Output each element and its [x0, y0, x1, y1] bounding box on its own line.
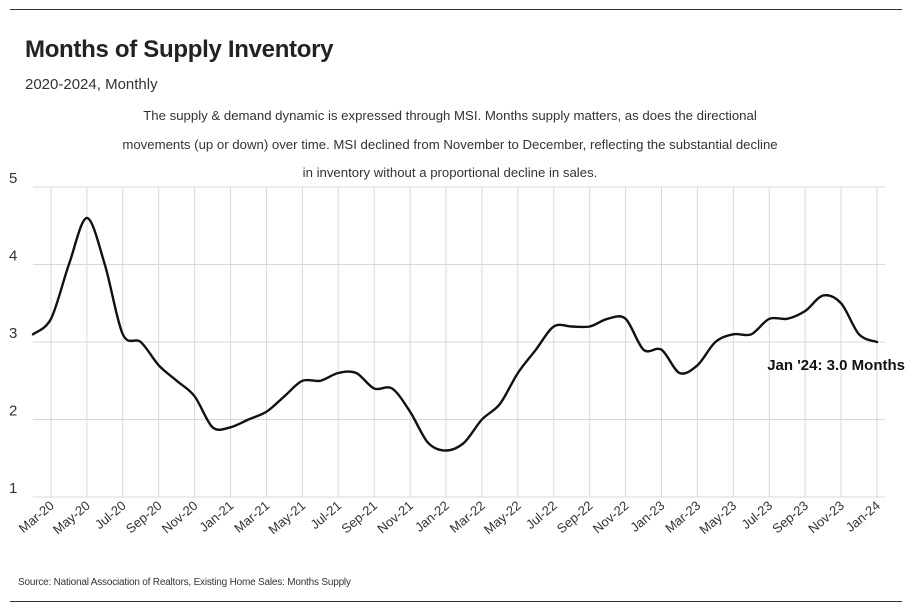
chart-title: Months of Supply Inventory: [25, 36, 334, 63]
x-tick-label: Sep-21: [338, 498, 380, 536]
y-tick-label: 4: [9, 248, 17, 265]
x-tick-label: Sep-20: [123, 498, 165, 536]
x-tick-label: Mar-22: [447, 498, 488, 536]
x-tick-label: Sep-23: [769, 498, 811, 536]
x-tick-label: Jan-23: [627, 498, 667, 535]
y-tick-label: 1: [9, 480, 17, 497]
x-tick-label: Jul-21: [307, 498, 344, 532]
chart-grid: [33, 186, 885, 498]
x-tick-label: Nov-20: [159, 498, 201, 536]
x-tick-label: Jul-20: [92, 498, 129, 532]
x-tick-label: Nov-21: [374, 498, 416, 536]
x-tick-label: Jan-22: [412, 498, 452, 535]
x-tick-label: Nov-22: [590, 498, 632, 536]
x-tick-label: May-22: [481, 498, 524, 537]
x-tick-label: Nov-23: [805, 498, 847, 536]
top-rule: [10, 9, 902, 10]
x-tick-label: Jul-22: [523, 498, 560, 532]
y-tick-label: 2: [9, 403, 17, 420]
x-tick-label: Mar-21: [231, 498, 272, 536]
msi-series-line: [31, 216, 879, 452]
y-axis-ticks: 1 2 3 4 5: [9, 170, 17, 497]
x-tick-label: Jan-24: [843, 498, 883, 535]
x-tick-label: Sep-22: [554, 498, 596, 536]
last-value-annotation: Jan '24: 3.0 Months: [767, 357, 905, 374]
y-tick-label: 3: [9, 325, 17, 342]
x-tick-label: May-23: [696, 498, 739, 537]
source-note: Source: National Association of Realtors…: [18, 577, 351, 588]
x-tick-label: Jan-21: [196, 498, 236, 535]
x-tick-label: Mar-23: [662, 498, 703, 536]
x-tick-label: May-21: [265, 498, 308, 537]
y-tick-label: 5: [9, 170, 17, 187]
chart-description: The supply & demand dynamic is expressed…: [122, 108, 778, 180]
x-tick-label: Jul-23: [738, 498, 775, 532]
x-tick-label: Mar-20: [16, 498, 57, 536]
x-tick-label: May-20: [50, 498, 93, 537]
chart-subtitle: 2020-2024, Monthly: [25, 76, 158, 93]
bottom-rule: [10, 601, 902, 602]
